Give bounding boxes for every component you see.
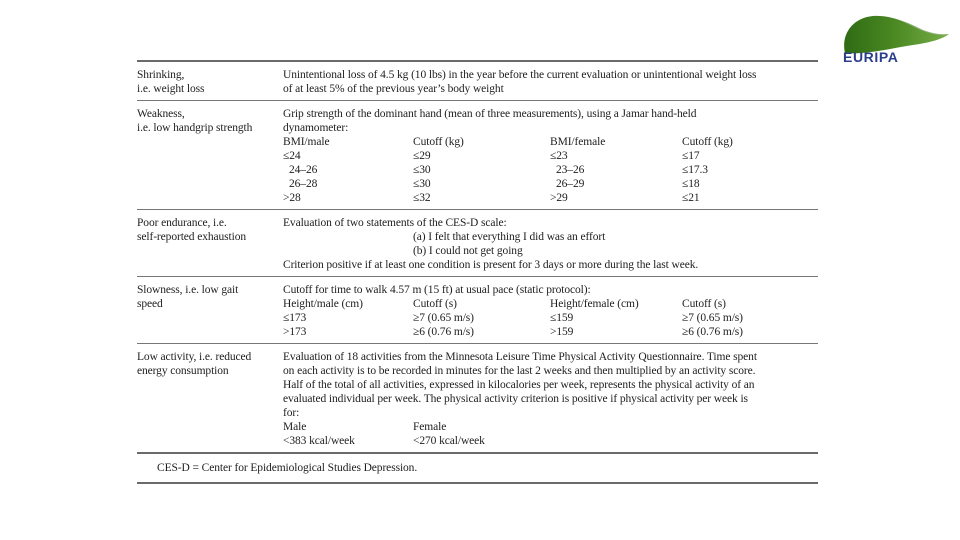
- label-line: Shrinking,: [137, 69, 185, 81]
- criterion-label: Weakness, i.e. low handgrip strength: [137, 107, 283, 205]
- desc-line: Unintentional loss of 4.5 kg (10 lbs) in…: [283, 69, 757, 81]
- grid-cell: >159: [550, 326, 574, 338]
- criterion-description: Unintentional loss of 4.5 kg (10 lbs) in…: [283, 68, 818, 96]
- grid-cell: 26–28: [289, 178, 318, 190]
- criterion-description: Evaluation of 18 activities from the Min…: [283, 350, 818, 448]
- grid-cell: <383 kcal/week: [283, 435, 355, 447]
- grid-header: Male: [283, 421, 307, 433]
- grid-cell: ≤17.3: [682, 164, 708, 176]
- footnote-text: CES-D = Center for Epidemiological Studi…: [157, 462, 418, 474]
- grid-cell: ≤24: [283, 150, 301, 162]
- desc-line: evaluated individual per week. The physi…: [283, 393, 748, 405]
- grid-cell: >28: [283, 192, 301, 204]
- criterion-description: Cutoff for time to walk 4.57 m (15 ft) a…: [283, 283, 818, 339]
- grid-cell: ≤32: [413, 192, 431, 204]
- grid-cell: <270 kcal/week: [413, 435, 485, 447]
- grid-header: Height/male (cm): [283, 298, 363, 310]
- grid-header: Height/female (cm): [550, 298, 639, 310]
- grid-cell: ≤173: [283, 312, 307, 324]
- label-line: self-reported exhaustion: [137, 231, 247, 243]
- grid-cell: 26–29: [556, 178, 585, 190]
- criterion-description: Evaluation of two statements of the CES-…: [283, 216, 818, 272]
- grid-cell: ≥6 (0.76 m/s): [682, 326, 743, 338]
- grid-cell: >173: [283, 326, 307, 338]
- grid-cell: ≤29: [413, 150, 431, 162]
- desc-line: Evaluation of two statements of the CES-…: [283, 217, 507, 229]
- criterion-description: Grip strength of the dominant hand (mean…: [283, 107, 818, 205]
- grid-header: Cutoff (kg): [682, 136, 733, 148]
- grid-cell: ≤23: [550, 150, 568, 162]
- grid-cell: ≤17: [682, 150, 700, 162]
- desc-line: Evaluation of 18 activities from the Min…: [283, 351, 757, 363]
- criterion-row-low-activity: Low activity, i.e. reduced energy consum…: [137, 344, 818, 454]
- leaf-icon: [844, 15, 949, 54]
- desc-line: dynamometer:: [283, 122, 349, 134]
- label-line: Slowness, i.e. low gait: [137, 284, 239, 296]
- grid-header: BMI/male: [283, 136, 330, 148]
- grid-header: Cutoff (s): [682, 298, 726, 310]
- label-line: Weakness,: [137, 108, 185, 120]
- label-line: Low activity, i.e. reduced: [137, 351, 252, 363]
- grid-cell: ≤159: [550, 312, 574, 324]
- grid-cell: >29: [550, 192, 568, 204]
- logo-text: EURIPA: [843, 49, 899, 65]
- criterion-label: Shrinking, i.e. weight loss: [137, 68, 283, 96]
- table-footnote: CES-D = Center for Epidemiological Studi…: [137, 454, 818, 484]
- criterion-row-endurance: Poor endurance, i.e. self-reported exhau…: [137, 210, 818, 277]
- desc-line: Half of the total of all activities, exp…: [283, 379, 755, 391]
- grid-cell: ≥7 (0.65 m/s): [413, 312, 474, 324]
- desc-line: on each activity is to be recorded in mi…: [283, 365, 756, 377]
- grid-cell: ≥6 (0.76 m/s): [413, 326, 474, 338]
- label-line: speed: [137, 298, 163, 310]
- grid-cell: ≤21: [682, 192, 700, 204]
- grid-header: Female: [413, 421, 447, 433]
- label-line: Poor endurance, i.e.: [137, 217, 227, 229]
- euripa-logo: EURIPA: [835, 8, 955, 66]
- desc-line: Cutoff for time to walk 4.57 m (15 ft) a…: [283, 284, 591, 296]
- grid-cell: ≤30: [413, 164, 431, 176]
- grid-cell: 24–26: [289, 164, 318, 176]
- grid-cell: 23–26: [556, 164, 585, 176]
- activity-cutoff-grid: Male Female <383 kcal/week <270 kcal/wee…: [283, 420, 818, 448]
- frailty-criteria-table: Shrinking, i.e. weight loss Unintentiona…: [137, 60, 818, 484]
- gait-cutoff-grid: Height/male (cm) Cutoff (s) Height/femal…: [283, 297, 818, 339]
- criterion-label: Poor endurance, i.e. self-reported exhau…: [137, 216, 283, 272]
- desc-line: for:: [283, 407, 300, 419]
- grid-cell: ≥7 (0.65 m/s): [682, 312, 743, 324]
- ces-d-statement-a: (a) I felt that everything I did was an …: [413, 231, 606, 243]
- grid-header: Cutoff (kg): [413, 136, 464, 148]
- criterion-row-shrinking: Shrinking, i.e. weight loss Unintentiona…: [137, 62, 818, 101]
- grid-cell: ≤18: [682, 178, 700, 190]
- grid-cell: ≤30: [413, 178, 431, 190]
- grip-cutoff-grid: BMI/male Cutoff (kg) BMI/female Cutoff (…: [283, 135, 818, 205]
- criterion-row-slowness: Slowness, i.e. low gait speed Cutoff for…: [137, 277, 818, 344]
- criterion-label: Slowness, i.e. low gait speed: [137, 283, 283, 339]
- grid-header: BMI/female: [550, 136, 606, 148]
- criterion-label: Low activity, i.e. reduced energy consum…: [137, 350, 283, 448]
- desc-line: Grip strength of the dominant hand (mean…: [283, 108, 697, 120]
- label-line: i.e. weight loss: [137, 83, 205, 95]
- label-line: energy consumption: [137, 365, 229, 377]
- desc-line: Criterion positive if at least one condi…: [283, 259, 699, 271]
- grid-header: Cutoff (s): [413, 298, 457, 310]
- ces-d-statement-b: (b) I could not get going: [413, 245, 523, 257]
- criterion-row-weakness: Weakness, i.e. low handgrip strength Gri…: [137, 101, 818, 210]
- desc-line: of at least 5% of the previous year’s bo…: [283, 83, 504, 95]
- label-line: i.e. low handgrip strength: [137, 122, 253, 134]
